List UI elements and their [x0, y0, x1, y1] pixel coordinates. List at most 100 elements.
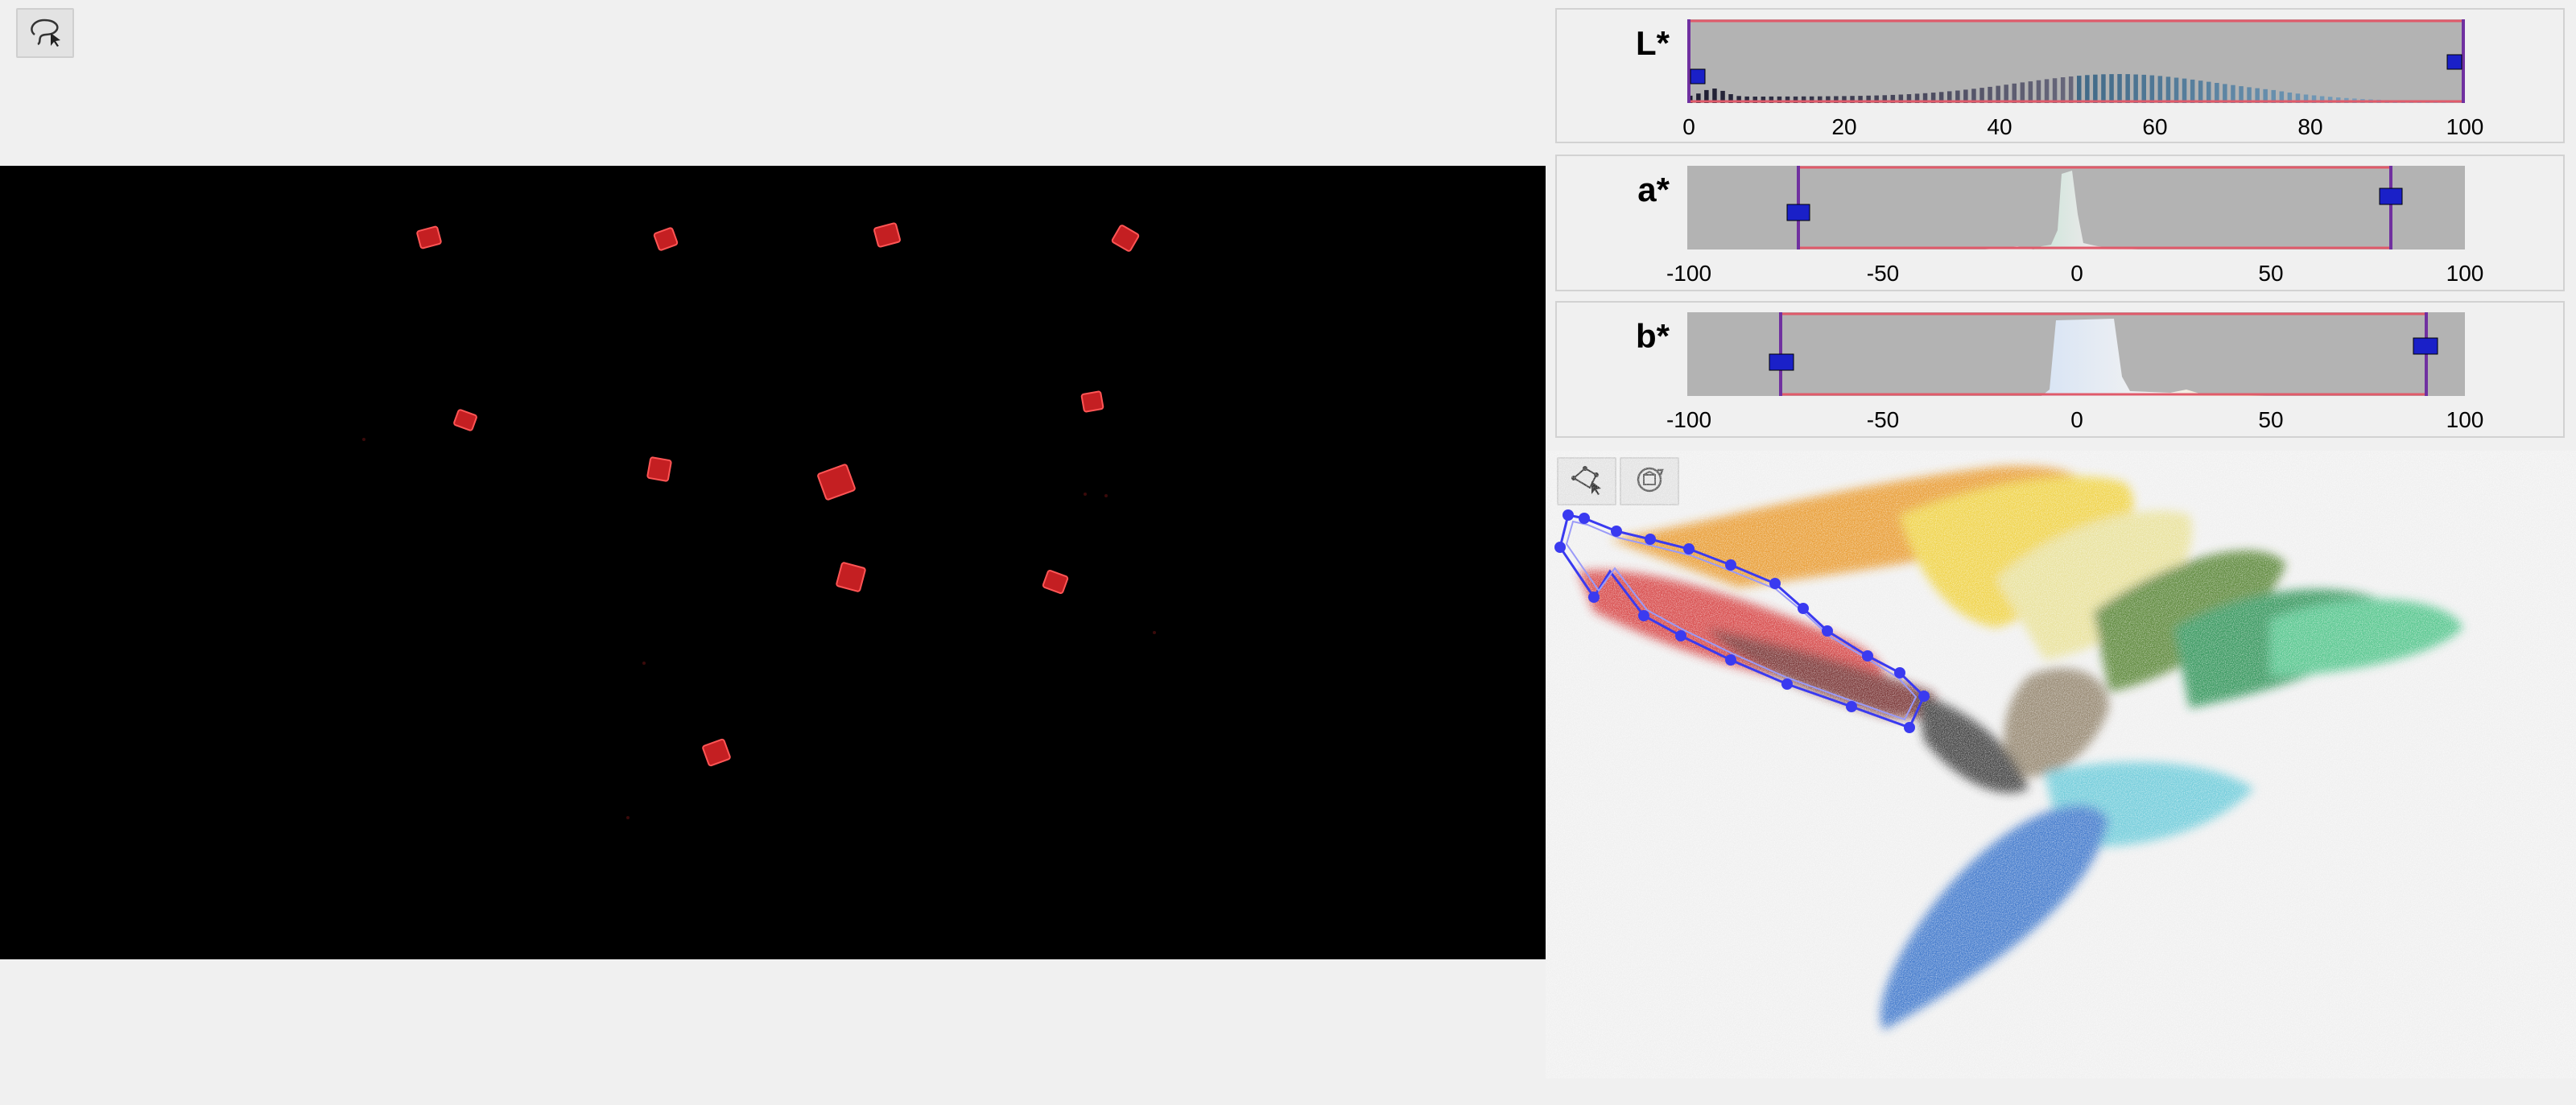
histogram-bar [2327, 97, 2333, 103]
histogram-bar [2295, 93, 2301, 103]
histogram-bar [2287, 93, 2293, 103]
histogram-bar [1801, 96, 1806, 103]
polygon-vertex [1918, 691, 1930, 702]
color-point-cloud[interactable] [1546, 451, 2576, 1078]
histogram-bar [1922, 93, 1928, 103]
histogram-bar [1947, 91, 1952, 103]
histogram-bar [2052, 78, 2058, 103]
histogram-bar [2182, 78, 2187, 103]
polygon-vertex [1822, 625, 1833, 637]
polygon-vertex [1645, 534, 1656, 545]
histogram-bar [2215, 83, 2219, 103]
polygon-vertex [1862, 650, 1873, 662]
histogram-bar [1850, 96, 1855, 103]
tick-label: 0 [2070, 261, 2083, 286]
tick-label: -50 [1866, 407, 1900, 432]
histogram-l[interactable] [1687, 19, 2468, 108]
masked-objects-layer [362, 222, 1156, 819]
polygon-vertex [1725, 654, 1736, 666]
histogram-bar [2319, 96, 2325, 103]
histogram-bar [1769, 96, 1774, 103]
histogram-bar [2207, 81, 2211, 103]
histogram-bar [2028, 81, 2033, 103]
histogram-bar [1890, 94, 1896, 103]
tick-label: 60 [2142, 114, 2168, 139]
a-max-handle [2379, 188, 2403, 205]
histogram-bar [1777, 96, 1782, 103]
histogram-bar [1826, 96, 1831, 103]
polygon-vertex [1638, 610, 1649, 621]
polygon-vertex [1894, 667, 1905, 678]
masked-object [702, 738, 731, 767]
masked-object [1080, 390, 1104, 413]
histogram-bar [2117, 74, 2122, 103]
polygon-vertex [1554, 542, 1566, 553]
masked-object [1042, 570, 1069, 594]
histogram-bar [2149, 75, 2155, 103]
histogram-bar [1874, 95, 1879, 103]
tick-label: 100 [2446, 261, 2484, 286]
masked-object [646, 456, 672, 482]
histogram-bar [2036, 80, 2041, 103]
histogram-bar [1818, 96, 1823, 103]
histogram-label-b: b* [1636, 317, 1670, 355]
histogram-bar [2263, 89, 2268, 103]
polygon-vertex [1588, 592, 1600, 603]
histogram-bar [2247, 87, 2252, 103]
polygon-vertex [1725, 559, 1736, 571]
histogram-bar [2141, 74, 2146, 103]
histogram-bar [1866, 95, 1871, 103]
histogram-bar [1882, 95, 1887, 103]
histogram-b[interactable] [1687, 312, 2468, 401]
tick-label: 50 [2258, 261, 2284, 286]
masked-object [817, 464, 856, 501]
histogram-bar [2231, 85, 2235, 103]
polygon-vertex [1781, 678, 1793, 690]
histogram-bar [2174, 77, 2179, 103]
histogram-bar [1979, 88, 1984, 103]
histogram-bar [1785, 96, 1790, 103]
tick-label: -100 [1666, 261, 1712, 286]
tick-label: 0 [2070, 407, 2083, 432]
l-min-handle [1690, 68, 1706, 85]
histogram-bar [1809, 96, 1814, 103]
masked-image-view[interactable] [0, 166, 1546, 959]
histogram-bar [1736, 96, 1741, 103]
histogram-bar [1761, 97, 1766, 103]
histogram-bar [1793, 96, 1798, 103]
histogram-bar [1720, 90, 1725, 103]
histogram-a[interactable] [1687, 166, 2468, 254]
histogram-bar [1996, 85, 2000, 103]
histogram-bar [2068, 76, 2074, 103]
point-cloud-grain [1546, 451, 2576, 1078]
histogram-bar [1744, 96, 1749, 103]
histogram-bar [1752, 97, 1757, 103]
freehand-lasso-icon [27, 15, 64, 52]
histogram-bar [2255, 88, 2260, 103]
histogram-bar [2020, 82, 2025, 103]
histogram-bar [2085, 75, 2090, 103]
histogram-bar [2303, 94, 2309, 103]
selection-polygon[interactable] [1554, 509, 1930, 733]
histogram-bar [2109, 74, 2114, 103]
histogram-bar [1858, 96, 1863, 103]
polygon-vertex [1579, 513, 1590, 524]
histogram-bar [2101, 74, 2106, 103]
histogram-bar [2077, 76, 2082, 103]
histogram-panel-l: L* 0 20 40 60 80 100 [1555, 8, 2565, 143]
histogram-bar [2157, 76, 2163, 103]
histogram-bar [1955, 90, 1960, 103]
tick-label: 80 [2297, 114, 2323, 139]
histogram-bar [2093, 74, 2098, 103]
tick-label: 40 [1987, 114, 2013, 139]
histogram-bar [1898, 94, 1904, 103]
histogram-bar [1704, 89, 1709, 103]
tick-label: 100 [2446, 114, 2484, 139]
histogram-bar [1728, 94, 1733, 103]
histogram-bar [2449, 102, 2454, 103]
histogram-bar [1696, 93, 1701, 103]
freehand-lasso-button[interactable] [16, 8, 74, 58]
masked-object [1111, 225, 1140, 252]
histogram-label-a: a* [1637, 171, 1670, 208]
histogram-bar [2239, 86, 2244, 103]
